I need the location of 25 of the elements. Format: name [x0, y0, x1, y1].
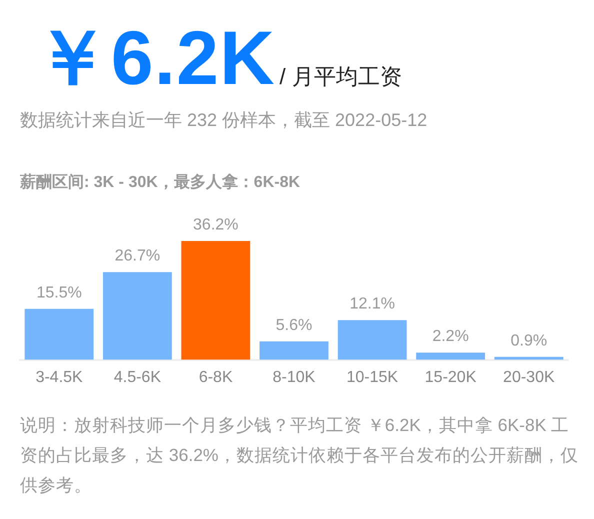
text: 说明：放射科技师一个月多少钱？平均工资 ￥6.2K，其中拿 6K-8K 工资的占比最多，达 36.2%，数据统计依赖于各平台发布的公开薪酬，仅供参考。: [20, 414, 580, 497]
bar: [416, 352, 486, 360]
data-label: 15.5%: [36, 284, 82, 302]
text: 数据统计来自近一年 232 份样本，截至 2022-05-12: [20, 109, 428, 132]
x-tick-label: 15-20K: [424, 368, 477, 386]
x-tick-label: 8-10K: [272, 368, 316, 386]
bar: [102, 272, 172, 360]
x-tick-label: 6-8K: [198, 368, 233, 386]
text: 薪酬区间: 3K - 30K，最多人拿：6K-8K: [20, 172, 300, 193]
x-tick-label: 3-4.5K: [36, 368, 84, 386]
data-label: 12.1%: [350, 295, 395, 312]
x-tick-label: 4.5-6K: [114, 368, 162, 386]
bar: [338, 320, 407, 360]
bar: [24, 308, 94, 360]
bar: [260, 341, 328, 360]
data-label: 36.2%: [193, 216, 238, 234]
data-label: 26.7%: [114, 248, 160, 265]
data-label: 2.2%: [432, 328, 469, 345]
x-tick-label: 20-30K: [503, 368, 555, 386]
data-label: 0.9%: [510, 332, 548, 350]
bar: [181, 241, 250, 360]
chart-title: ￥6.2K: [34, 16, 276, 101]
chart-subtitle: / 月平均工资: [280, 64, 402, 89]
data-label: 5.6%: [276, 316, 312, 334]
x-tick-label: 10-15K: [346, 368, 398, 386]
